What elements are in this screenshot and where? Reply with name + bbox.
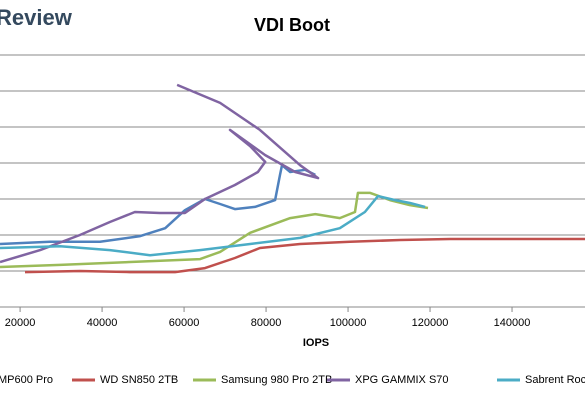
x-tick-label: 40000 [87, 317, 118, 329]
x-tick-label: 80000 [251, 317, 282, 329]
legend-label: WD SN850 2TB [100, 374, 178, 386]
x-tick-label: 20000 [5, 317, 36, 329]
chart-title: VDI Boot [254, 15, 330, 35]
x-tick-label: 60000 [169, 317, 200, 329]
legend-label: Sabrent Roc [525, 374, 585, 386]
x-axis-label: IOPS [303, 337, 329, 349]
series-line [24, 237, 585, 274]
series-line [0, 163, 316, 246]
x-tick-label: 140000 [494, 317, 531, 329]
legend-label: Samsung 980 Pro 2TB [221, 374, 332, 386]
series-line [0, 191, 429, 269]
legend-label: XPG GAMMIX S70 [355, 374, 449, 386]
legend-label: MP600 Pro [0, 374, 53, 386]
brand-logo: Review [0, 5, 73, 30]
series-line [0, 83, 320, 264]
x-tick-label: 100000 [330, 317, 367, 329]
series-line [0, 194, 426, 257]
x-tick-label: 120000 [412, 317, 449, 329]
